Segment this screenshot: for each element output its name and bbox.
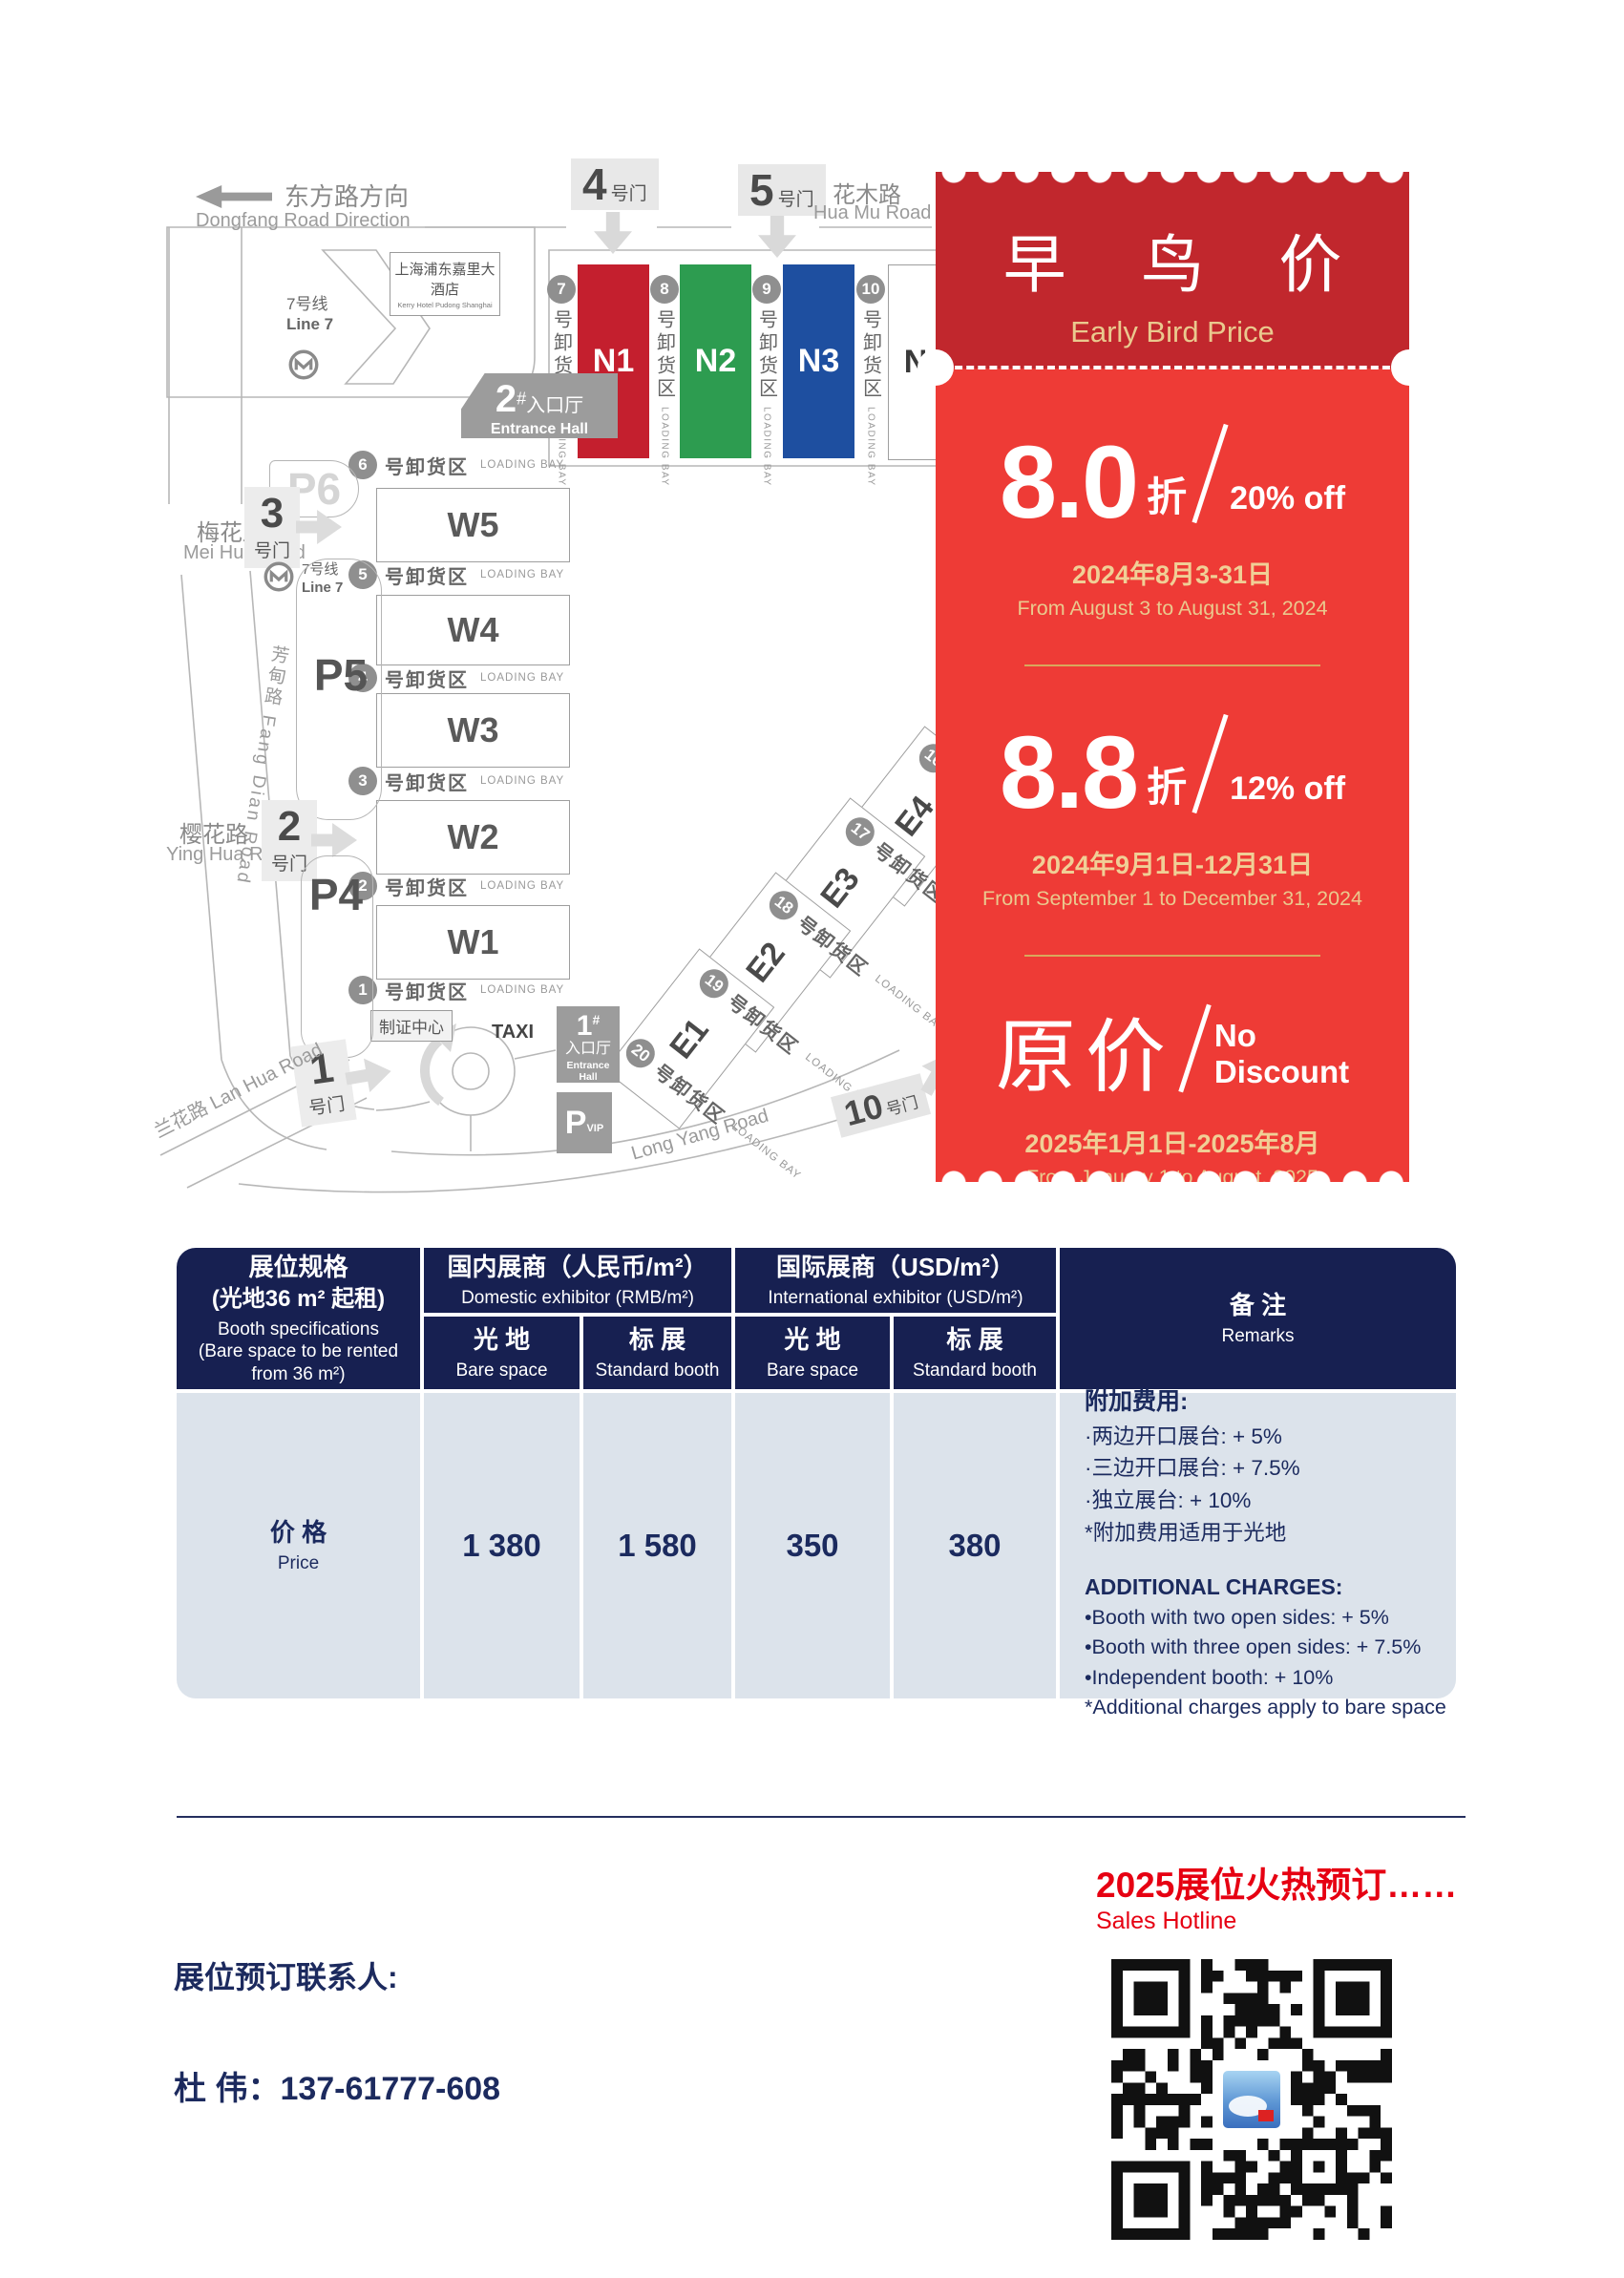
hall-w2: W2 — [376, 800, 570, 875]
loading-bay-8: 8 号卸货区 LOADING BAY — [648, 275, 681, 487]
slash-icon — [1178, 1003, 1212, 1093]
gate-2: 2 号门 — [262, 800, 318, 881]
hall-w1: W1 — [376, 905, 570, 980]
road-huamu-cn: 花木路 — [833, 182, 901, 208]
gold-divider-1 — [1024, 664, 1320, 666]
table-header-remarks: 备 注 Remarks — [1060, 1248, 1456, 1389]
metro-icon-a — [288, 349, 319, 380]
hall-w5: W5 — [376, 488, 570, 562]
parking-p4: P4 — [308, 870, 364, 919]
price-intl-bare: 350 — [735, 1393, 890, 1698]
contact-label: 展位预订联系人: — [174, 1960, 398, 1994]
coupon-title-cn: 早 鸟 价 — [1002, 229, 1371, 300]
coupon-scallop-top — [936, 172, 1409, 186]
entrance-hall-1: 1# 入口厅 Entrance Hall — [557, 1006, 620, 1083]
remarks-cell: 附加费用: ·两边开口展台: + 5% ·三边开口展台: + 7.5% ·独立展… — [1060, 1388, 1456, 1719]
price-dom-standard: 1 580 — [583, 1393, 731, 1698]
road-dongfang-cn: 东方路方向 — [285, 182, 410, 211]
gate-3: 3 号门 — [244, 487, 301, 568]
road-yinghua-cn: 樱花路 — [179, 822, 248, 848]
loading-bay-6: 6 号卸货区 LOADING BAY — [348, 451, 564, 479]
coupon-scallop-bottom — [936, 1168, 1409, 1182]
price-intl-standard: 380 — [894, 1393, 1056, 1698]
road-dongfang-en: Dongfang Road Direction — [196, 210, 411, 231]
coupon-notch-right — [1391, 349, 1427, 386]
row-price-label: 价 格 Price — [177, 1393, 420, 1698]
kerry-hotel-label: 上海浦东嘉里大酒店 Kerry Hotel Pudong Shanghai — [390, 252, 500, 316]
coupon-header: 早 鸟 价 Early Bird Price — [936, 172, 1409, 369]
price-dom-bare: 1 380 — [424, 1393, 580, 1698]
metro-icon-b — [264, 561, 294, 592]
hall-n3: N3 — [783, 264, 854, 458]
slash-icon — [1192, 713, 1229, 814]
wechat-qr-code — [1111, 1959, 1392, 2240]
hall-w4: W4 — [376, 595, 570, 665]
subheader-intl-bare: 光 地 Bare space — [735, 1317, 890, 1389]
table-header-spec: 展位规格 (光地36 m² 起租) Booth specifications (… — [177, 1248, 420, 1389]
subheader-dom-standard: 标 展 Standard booth — [583, 1317, 731, 1389]
table-header-domestic: 国内展商（人民币/m²） Domestic exhibitor (RMB/m²) — [424, 1248, 731, 1313]
subheader-intl-standard: 标 展 Standard booth — [894, 1317, 1056, 1389]
line7-label-a: 7号线 Line 7 — [286, 295, 334, 334]
section-divider — [177, 1816, 1466, 1818]
early-bird-coupon: 早 鸟 价 Early Bird Price 8.0 折 20% off 202… — [917, 172, 1427, 1182]
road-huamu-en: Hua Mu Road — [813, 202, 932, 223]
taxi-label: TAXI — [492, 1022, 535, 1043]
map-roads — [159, 226, 963, 1193]
coupon-tier-2: 8.8 折 12% off 2024年9月1日-12月31日 From Sept… — [982, 713, 1362, 910]
loading-bay-2: 2 号卸货区 LOADING BAY — [348, 872, 564, 900]
coupon-body: 8.0 折 20% off 2024年8月3-31日 From August 3… — [936, 369, 1409, 1182]
sales-hotline-en: Sales Hotline — [1096, 1908, 1237, 1934]
coupon-title-en: Early Bird Price — [1070, 315, 1275, 348]
loading-bay-10: 10 号卸货区 LOADING BAY — [854, 275, 887, 487]
venue-map: 东方路方向 Dongfang Road Direction 4 号门 5 号门 … — [105, 105, 1096, 1193]
parking-p5: P5 — [313, 650, 369, 700]
contact-phone: 杜 伟：137-61777-608 — [174, 2071, 501, 2107]
loading-bay-1: 1 号卸货区 LOADING BAY — [348, 976, 564, 1004]
qr-center-logo-icon — [1220, 2068, 1283, 2131]
parking-p5-outline — [296, 559, 382, 820]
table-header-international: 国际展商（USD/m²） International exhibitor (US… — [735, 1248, 1056, 1313]
coupon-tier-1: 8.0 折 20% off 2024年8月3-31日 From August 3… — [999, 423, 1346, 620]
hall-w3: W3 — [376, 693, 570, 768]
sales-hotline-cn: 2025展位火热预订…… — [1096, 1866, 1458, 1905]
gold-divider-2 — [1024, 955, 1320, 957]
badge-center-label: 制证中心 — [370, 1010, 453, 1042]
hall-n2: N2 — [680, 264, 751, 458]
loading-bay-9: 9 号卸货区 LOADING BAY — [750, 275, 783, 487]
slash-icon — [1192, 423, 1229, 524]
coupon-notch-left — [917, 349, 954, 386]
gate-4: 4 号门 — [571, 158, 659, 210]
loading-bay-4: 4 号卸货区 LOADING BAY — [348, 664, 564, 692]
vip-parking: P VIP — [557, 1092, 612, 1153]
entrance-hall-2: 2#入口厅 Entrance Hall — [461, 373, 618, 438]
coupon-dashed-divider — [943, 366, 1402, 369]
price-table: 展位规格 (光地36 m² 起租) Booth specifications (… — [177, 1248, 1456, 1719]
gate-5: 5 号门 — [738, 164, 826, 216]
loading-bay-3: 3 号卸货区 LOADING BAY — [348, 767, 564, 795]
subheader-dom-bare: 光 地 Bare space — [424, 1317, 580, 1389]
